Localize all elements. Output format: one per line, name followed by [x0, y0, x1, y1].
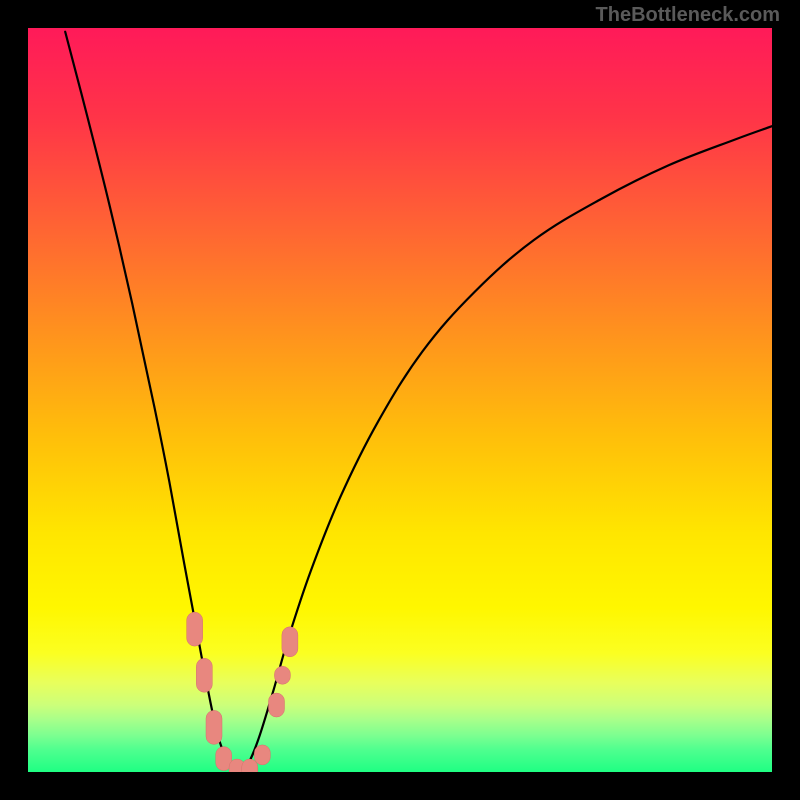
marker-point — [254, 745, 270, 765]
marker-point — [282, 627, 298, 657]
chart-container: TheBottleneck.com — [0, 0, 800, 800]
marker-point — [274, 666, 290, 684]
watermark-text: TheBottleneck.com — [596, 4, 780, 27]
marker-point — [268, 693, 284, 717]
marker-point — [196, 658, 212, 692]
plot-svg — [28, 28, 772, 772]
plot-background — [28, 28, 772, 772]
marker-point — [206, 710, 222, 744]
marker-point — [187, 612, 203, 646]
